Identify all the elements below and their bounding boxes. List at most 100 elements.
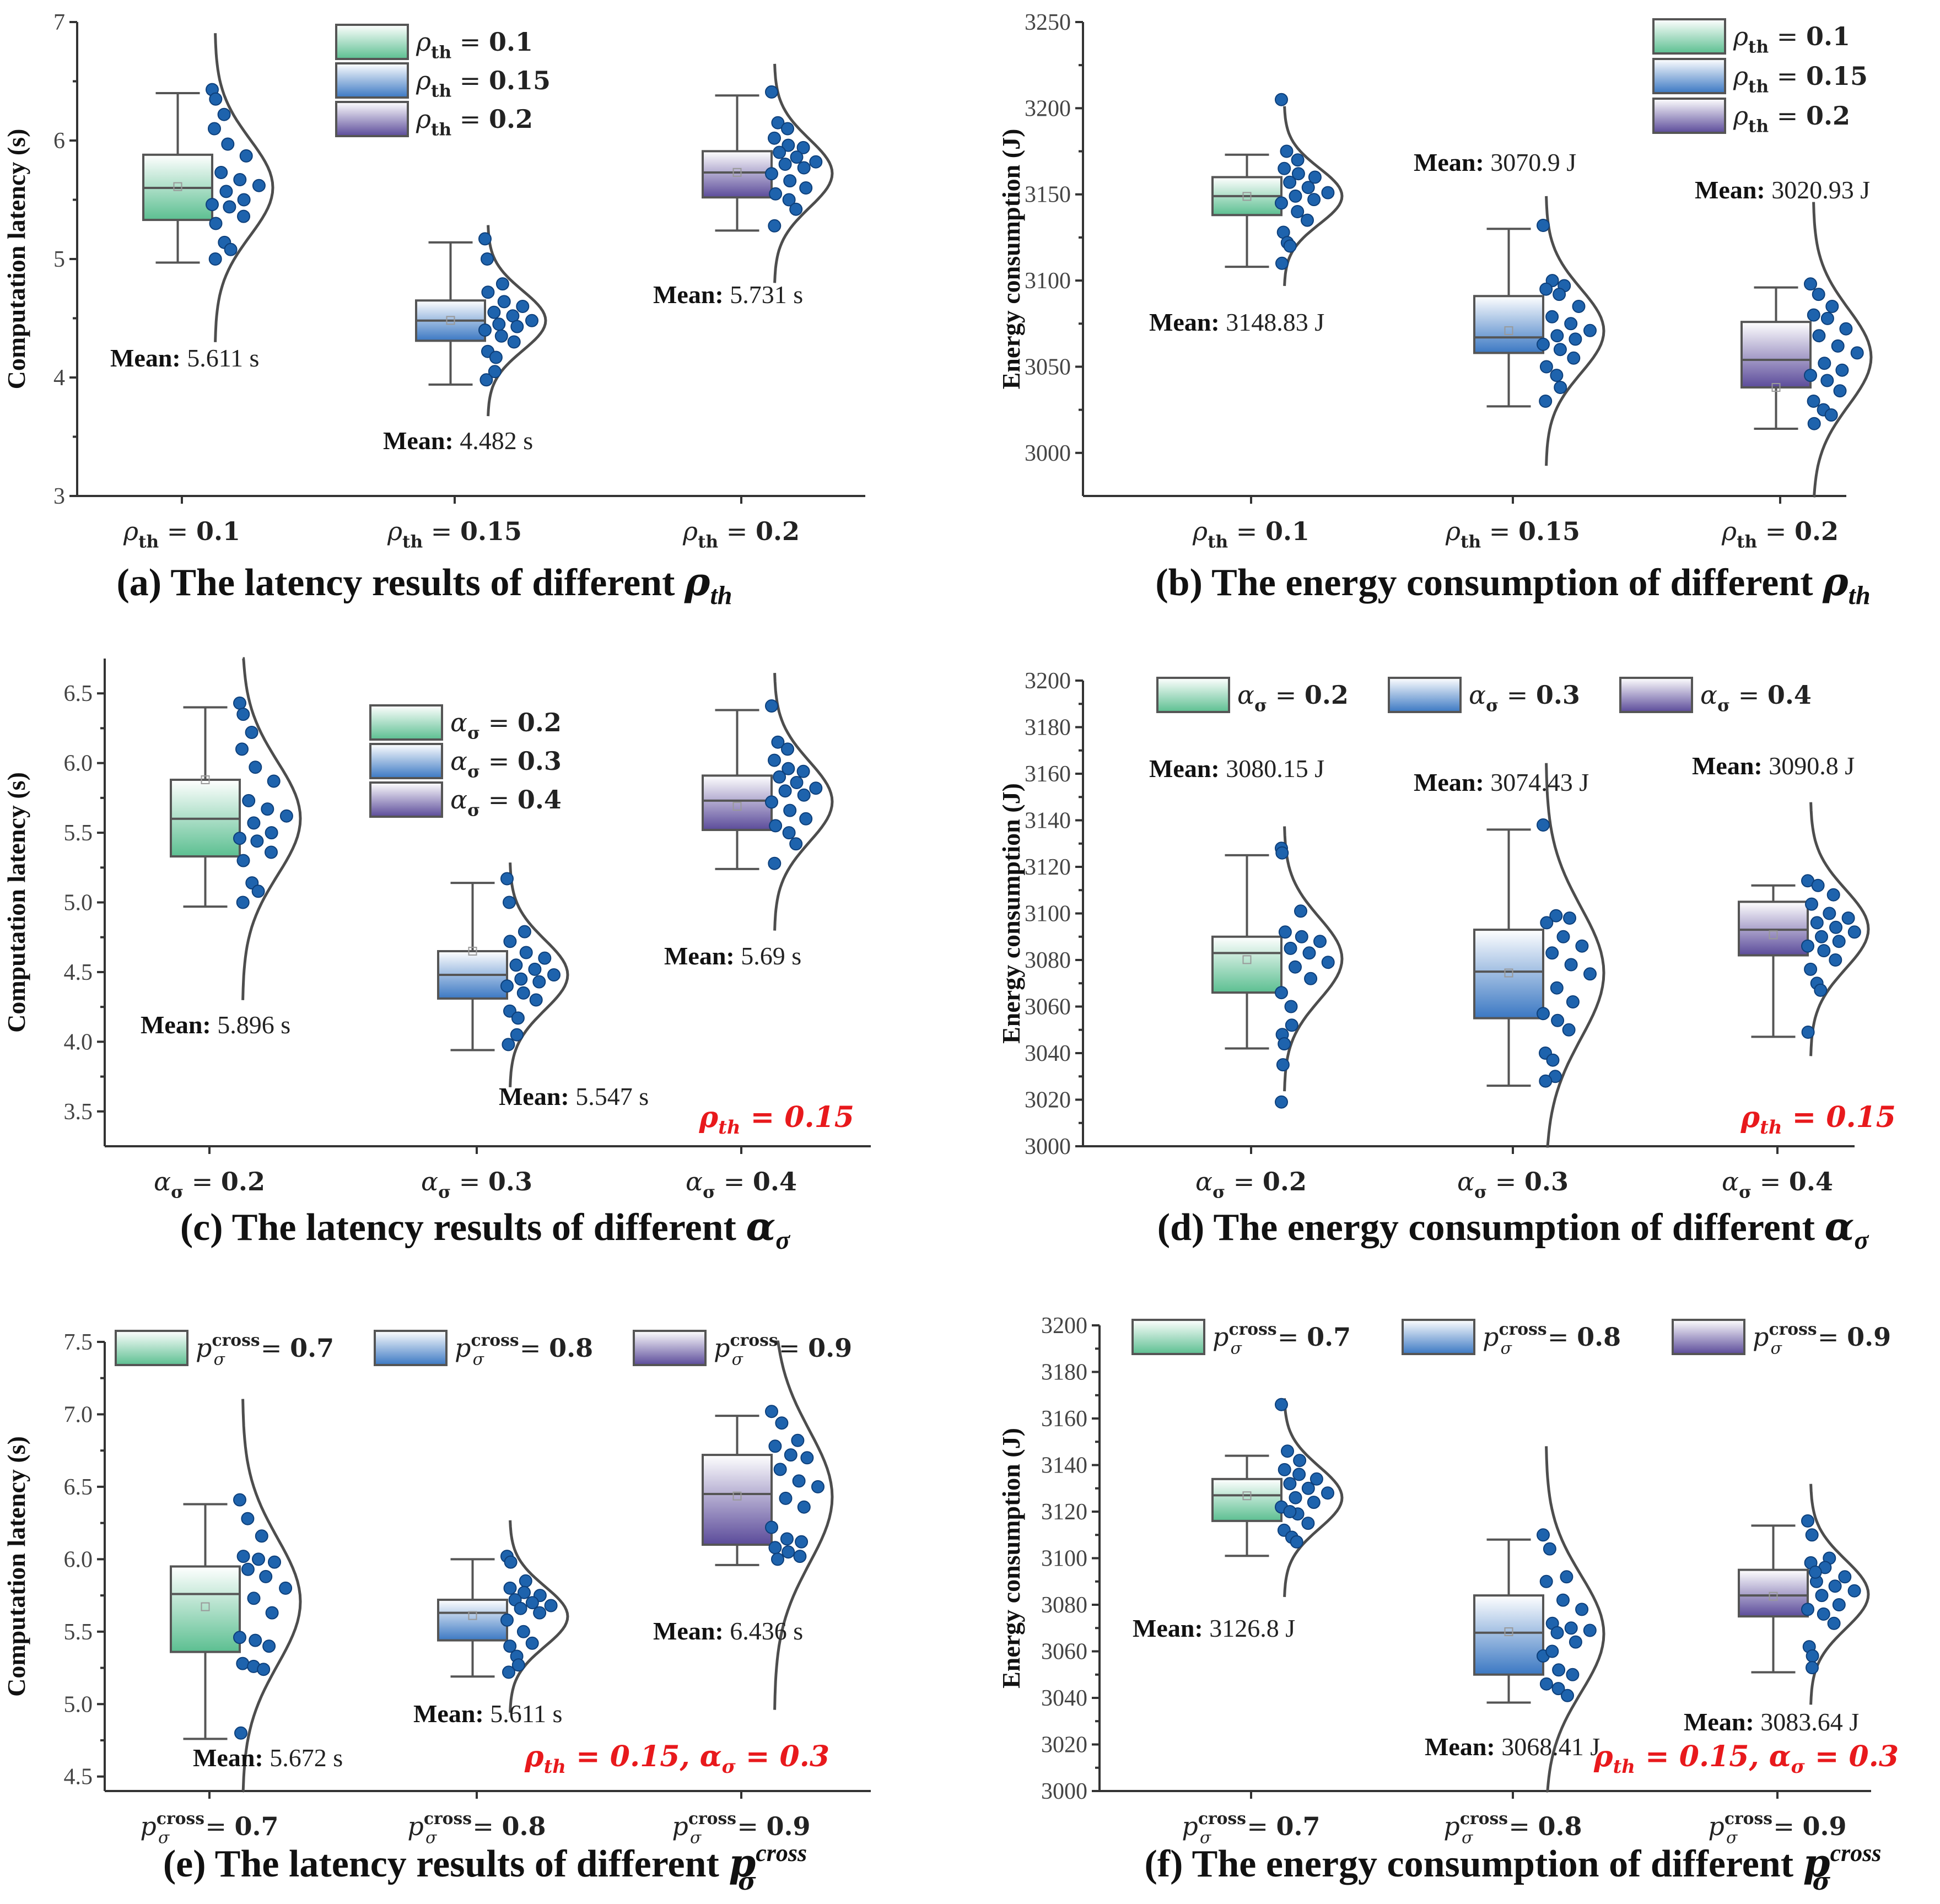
- data-point: [1575, 1603, 1589, 1616]
- data-point: [533, 1606, 547, 1620]
- y-tick-label: 3200: [1025, 96, 1071, 121]
- data-point: [1290, 1535, 1303, 1549]
- x-tick-label: ασ = 0.4: [686, 1167, 797, 1202]
- data-point: [782, 762, 795, 775]
- data-point: [518, 1585, 531, 1599]
- data-point: [1275, 196, 1288, 210]
- math-symbol: ρ: [1733, 21, 1748, 51]
- density-curve: [1545, 196, 1605, 466]
- data-point: [768, 219, 782, 233]
- mean-value: 3148.83 J: [1226, 308, 1324, 336]
- mean-marker: [1771, 382, 1781, 392]
- y-tick-label: 3180: [1041, 1360, 1087, 1385]
- data-point: [1804, 369, 1817, 382]
- caption-subscript: th: [710, 581, 732, 610]
- mean-marker: [732, 802, 742, 811]
- math-value: 0.7: [235, 1811, 279, 1841]
- data-point: [1539, 1074, 1553, 1088]
- math-equals: =: [480, 746, 518, 776]
- math-subscript: σ: [467, 723, 480, 743]
- math-value: 0.9: [767, 1811, 811, 1841]
- math-superscript: cross: [688, 1809, 736, 1829]
- data-point: [1550, 369, 1564, 382]
- data-point: [1278, 1463, 1291, 1476]
- data-point: [208, 252, 222, 266]
- data-point: [1831, 339, 1845, 353]
- data-point: [769, 819, 783, 833]
- y-tick-label: 4: [53, 365, 65, 391]
- data-point: [251, 884, 265, 898]
- y-tick-label: 3000: [1025, 441, 1071, 466]
- legend-swatch-green: [1131, 1319, 1205, 1355]
- data-point: [252, 179, 266, 192]
- mean-label: Mean: 3148.83 J: [1149, 308, 1324, 336]
- legend-label: ασ = 0.2: [450, 708, 562, 743]
- panel-c: 3.5 4.0 4.5 5.0 5.5 6.0 6.5 Computation latency…: [2, 657, 871, 1255]
- math-subscript: σ: [1200, 1828, 1211, 1847]
- data-point: [525, 1596, 539, 1610]
- legend-label: pcross σ = 0.8: [1483, 1320, 1621, 1358]
- legend-swatch-green: [335, 24, 409, 60]
- y-tick-label: 3050: [1025, 354, 1071, 380]
- data-point: [236, 1657, 250, 1670]
- data-point: [1321, 186, 1335, 199]
- caption-subscript: σ: [775, 1226, 790, 1255]
- data-point: [1583, 323, 1597, 337]
- mean-marker: [1242, 955, 1252, 964]
- y-tick-label: 3150: [1025, 182, 1071, 208]
- math-symbol: ρ: [1733, 61, 1748, 91]
- caption-superscript: cross: [756, 1840, 807, 1867]
- mean-prefix: Mean:: [141, 1011, 217, 1039]
- math-symbol: p: [1708, 1811, 1724, 1841]
- legend-swatch-purple: [1652, 98, 1726, 134]
- caption-text: (d) The energy consumption of different: [1157, 1206, 1825, 1249]
- box-green: [1211, 935, 1282, 994]
- mean-label: Mean: 3090.8 J: [1692, 752, 1855, 780]
- math-superscript: cross: [1228, 1320, 1276, 1339]
- math-symbol: α: [1195, 1167, 1212, 1196]
- legend-label: ασ = 0.4: [450, 785, 562, 820]
- data-point: [1304, 972, 1318, 985]
- math-symbol: ρ: [1445, 516, 1461, 546]
- mean-label: Mean: 5.69 s: [664, 942, 801, 970]
- math-symbol: α: [1237, 680, 1254, 710]
- mean-value: 6.436 s: [730, 1617, 803, 1645]
- caption-math: α: [1824, 1204, 1854, 1249]
- data-point: [1812, 288, 1825, 301]
- data-point: [1275, 1398, 1288, 1411]
- data-point: [267, 774, 281, 788]
- math-subscript: σ: [690, 1828, 702, 1847]
- annotation-subscript: th: [1613, 1756, 1635, 1778]
- panel-b: 3000 3050 3100 3150 3200 3250 Energy consumpti…: [997, 10, 1873, 610]
- math-value: 0.4: [753, 1167, 797, 1196]
- box-purple: [1740, 321, 1812, 389]
- data-point: [1847, 925, 1861, 939]
- data-point: [279, 1581, 293, 1595]
- data-point: [242, 794, 256, 807]
- math-subscript: th: [1208, 532, 1228, 552]
- data-point: [1572, 300, 1586, 313]
- math-value: 0.1: [196, 516, 240, 546]
- mean-value: 4.482 s: [460, 427, 533, 455]
- y-tick-label: 5.5: [64, 821, 93, 846]
- math-symbol: ρ: [682, 516, 698, 546]
- math-subscript: σ: [425, 1828, 437, 1847]
- density-curve: [1812, 202, 1873, 498]
- y-tick-label: 5.5: [64, 1620, 93, 1645]
- math-equals: =: [1769, 61, 1806, 91]
- data-point: [532, 975, 546, 989]
- mean-value: 5.611 s: [490, 1700, 562, 1728]
- y-tick-label: 7.0: [64, 1402, 93, 1427]
- math-equals: =: [451, 27, 489, 57]
- data-point: [233, 696, 246, 710]
- data-point: [1811, 878, 1825, 892]
- data-point: [1280, 144, 1294, 158]
- data-point: [1564, 317, 1578, 331]
- math-equals: =: [1481, 516, 1518, 546]
- math-value: 0.2: [1794, 516, 1839, 546]
- math-symbol: α: [1700, 680, 1717, 710]
- data-point: [503, 896, 516, 909]
- mean-prefix: Mean:: [1414, 148, 1490, 176]
- data-point: [1283, 175, 1297, 189]
- math-equals: =: [715, 1167, 753, 1196]
